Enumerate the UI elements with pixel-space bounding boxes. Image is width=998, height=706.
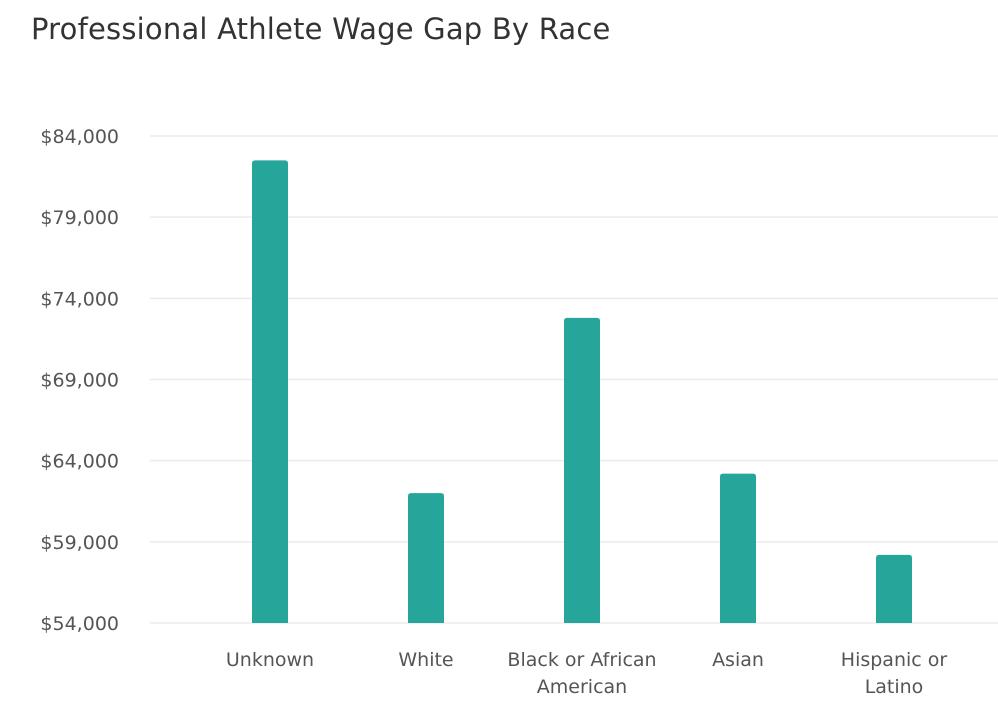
y-axis: $54,000 $59,000 $64,000 $69,000 $74,000 $79,0… <box>40 126 119 635</box>
y-tick-label: $79,000 <box>40 207 119 229</box>
chart-title: Professional Athlete Wage Gap By Race <box>31 12 611 46</box>
y-tick-label: $54,000 <box>40 613 119 635</box>
y-tick-label: $59,000 <box>40 532 119 554</box>
bar-asian[interactable] <box>720 473 756 623</box>
x-tick-label: Unknown <box>226 649 314 671</box>
x-tick-label: Black or African American <box>507 649 656 698</box>
bar-unknown[interactable] <box>252 160 288 623</box>
x-tick-label: Hispanic or Latino <box>841 649 948 698</box>
x-axis: Unknown White Black or African American Asia… <box>226 649 947 698</box>
bar-hispanic-or-latino[interactable] <box>876 554 912 623</box>
x-tick-label: Asian <box>712 649 764 671</box>
bar-white[interactable] <box>408 493 444 623</box>
y-tick-label: $64,000 <box>40 451 119 473</box>
y-tick-label: $69,000 <box>40 370 119 392</box>
x-tick-label: White <box>398 649 453 671</box>
y-tick-label: $84,000 <box>40 126 119 148</box>
y-tick-label: $74,000 <box>40 288 119 310</box>
bars <box>252 160 912 623</box>
bar-black-or-african-american[interactable] <box>564 317 600 623</box>
